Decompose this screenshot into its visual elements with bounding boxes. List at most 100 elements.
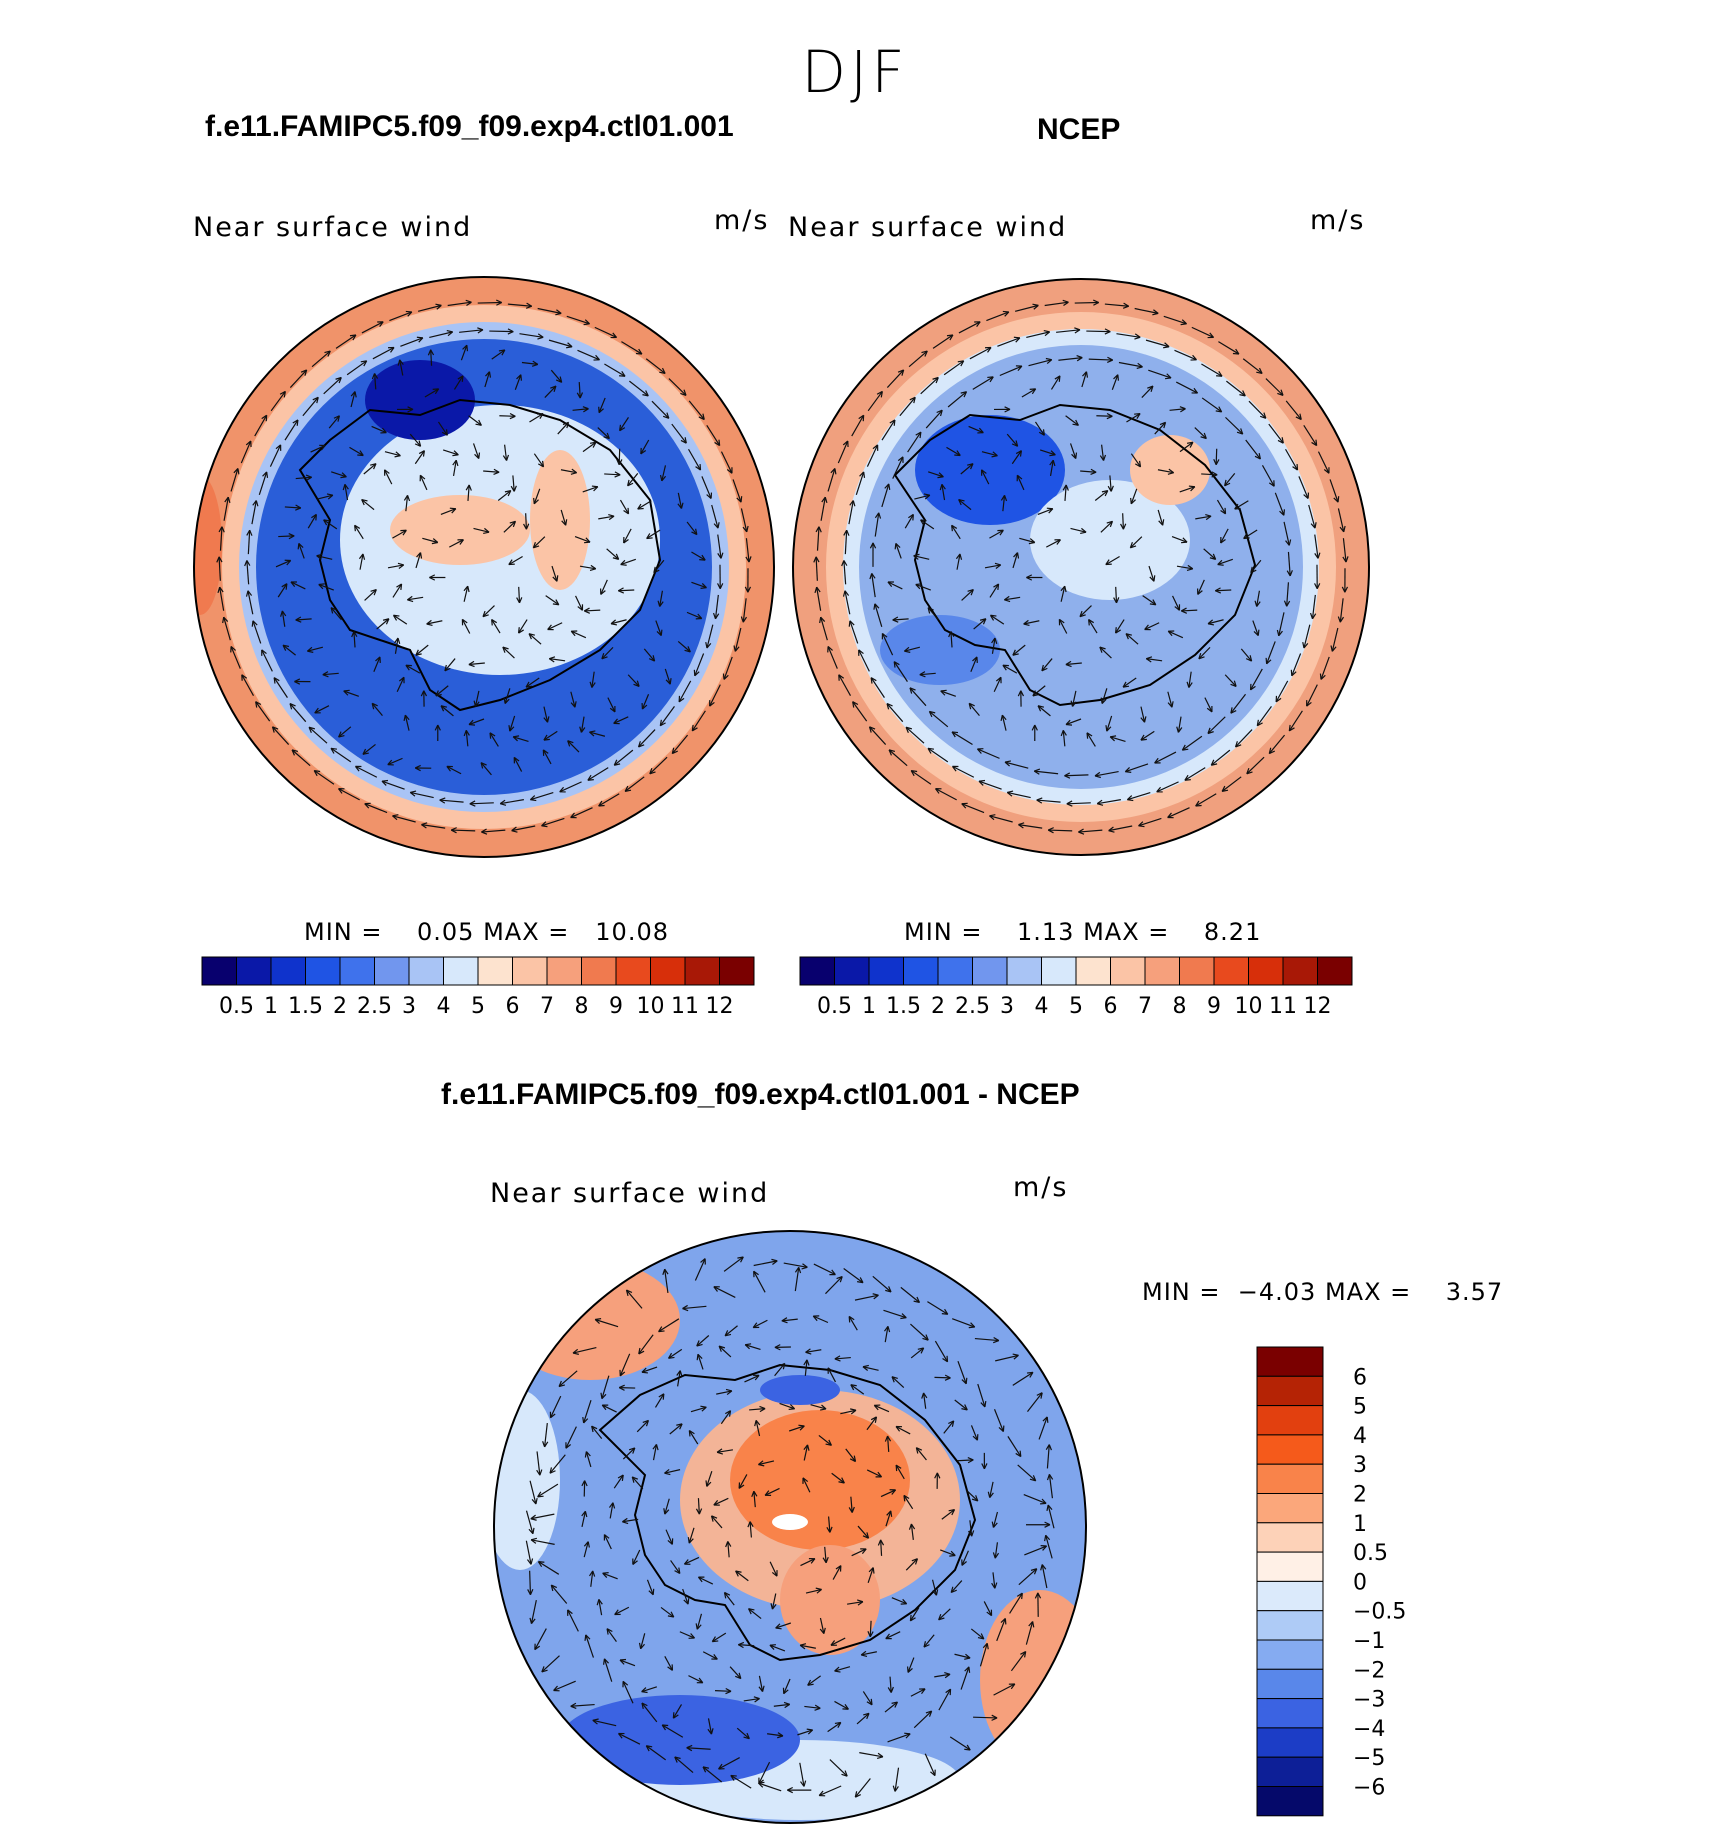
obs-min-label: MIN = — [904, 918, 983, 946]
wind-arrowhead — [552, 599, 560, 606]
obs-colorbar-swatch — [868, 956, 904, 986]
wind-arrowhead — [641, 1687, 648, 1694]
wind-arrow — [302, 396, 319, 417]
wind-arrowhead — [939, 483, 946, 491]
wind-arrowhead — [903, 1494, 910, 1502]
wind-arrowhead — [392, 814, 399, 821]
wind-arrow — [694, 1258, 706, 1281]
wind-arrowhead — [977, 427, 984, 434]
diff-colorbar-swatch — [1256, 1551, 1324, 1582]
wind-arrowhead — [1058, 618, 1065, 626]
wind-arrowhead — [364, 802, 371, 809]
wind-arrowhead — [335, 376, 342, 384]
wind-arrow — [659, 706, 675, 727]
wind-arrowhead — [649, 768, 656, 775]
wind-arrowhead — [465, 299, 472, 307]
wind-arrowhead — [691, 724, 698, 732]
wind-arrow — [361, 499, 375, 511]
wind-arrow — [997, 337, 1021, 347]
wind-arrowhead — [496, 299, 502, 306]
wind-arrowhead — [1253, 629, 1260, 637]
model-colorbar-swatch — [201, 956, 237, 986]
wind-arrow — [1188, 671, 1192, 688]
obs-colorbar-swatch — [1248, 956, 1284, 986]
wind-arrow — [940, 690, 956, 697]
wind-arrow — [621, 341, 643, 355]
wind-arrow — [620, 558, 637, 566]
wind-arrow — [272, 726, 290, 745]
wind-arrowhead — [405, 310, 413, 317]
obs-colorbar-tick-label: 5 — [1069, 994, 1083, 1019]
wind-arrow — [1046, 539, 1061, 548]
wind-arrow — [1116, 333, 1141, 338]
obs-colorbar-swatch — [903, 956, 939, 986]
wind-arrowhead — [860, 1548, 867, 1554]
wind-arrow — [582, 441, 597, 453]
wind-arrowhead — [1134, 460, 1142, 468]
wind-arrow — [992, 1572, 996, 1589]
diff-colorbar-swatch — [1256, 1463, 1324, 1494]
wind-arrowhead — [1191, 387, 1199, 394]
wind-arrow — [972, 376, 994, 390]
wind-arrowhead — [1319, 673, 1326, 680]
wind-arrowhead — [783, 1701, 791, 1709]
wind-arrow — [819, 1617, 825, 1634]
wind-arrow — [551, 565, 558, 582]
wind-arrow — [499, 415, 516, 417]
wind-arrow — [702, 1651, 718, 1660]
wind-arrowhead — [834, 1721, 842, 1729]
wind-arrow — [468, 718, 485, 726]
wind-arrow — [894, 1767, 900, 1792]
wind-arrow — [530, 1600, 537, 1624]
wind-arrowhead — [530, 1537, 538, 1544]
wind-arrowhead — [370, 463, 377, 470]
model-min-max: MIN = 0.05 MAX = 10.08 — [304, 918, 669, 946]
wind-arrow — [899, 396, 916, 417]
wind-arrow — [774, 1363, 786, 1377]
wind-arrow — [317, 494, 333, 500]
wind-arrow — [543, 706, 549, 723]
model-colorbar-swatch — [374, 956, 410, 986]
wind-arrowhead — [1277, 389, 1284, 396]
wind-arrow — [886, 703, 904, 723]
wind-arrow — [825, 1276, 843, 1295]
wind-arrowhead — [961, 1404, 968, 1411]
wind-arrow — [1203, 548, 1217, 560]
wind-arrow — [664, 1656, 673, 1671]
wind-arrow — [277, 583, 288, 598]
wind-arrow — [952, 765, 975, 778]
wind-arrowhead — [900, 1313, 907, 1320]
wind-arrow — [404, 714, 410, 731]
wind-arrow — [851, 1548, 867, 1557]
wind-arrowhead — [620, 559, 627, 566]
wind-arrowhead — [991, 1714, 998, 1721]
diff-colorbar-swatch — [1256, 1639, 1324, 1670]
wind-arrow — [1056, 329, 1081, 333]
wind-arrow — [1339, 598, 1344, 623]
wind-arrow — [1088, 358, 1113, 361]
wind-arrowhead — [525, 302, 533, 309]
wind-arrow — [914, 494, 930, 500]
wind-arrowhead — [511, 826, 518, 833]
wind-arrow — [716, 1390, 733, 1395]
wind-arrow — [638, 1334, 654, 1355]
wind-arrow — [686, 611, 702, 620]
wind-arrow — [567, 1609, 579, 1632]
wind-arrow — [1320, 656, 1330, 680]
wind-arrow — [387, 564, 404, 569]
wind-arrowhead — [508, 725, 515, 732]
wind-arrowhead — [403, 495, 411, 502]
wind-arrowhead — [1106, 356, 1114, 363]
wind-arrow — [1148, 369, 1172, 379]
wind-arrowhead — [523, 523, 530, 530]
wind-arrow — [744, 1374, 760, 1383]
wind-arrow — [558, 1370, 578, 1387]
wind-arrow — [604, 473, 621, 476]
model-max-label: MAX = — [483, 918, 570, 946]
wind-arrowhead — [775, 1623, 782, 1630]
wind-arrowhead — [815, 1587, 822, 1594]
wind-arrowhead — [979, 618, 987, 625]
wind-arrow — [1268, 423, 1284, 444]
wind-arrow — [773, 1703, 790, 1707]
wind-arrow — [246, 560, 250, 585]
